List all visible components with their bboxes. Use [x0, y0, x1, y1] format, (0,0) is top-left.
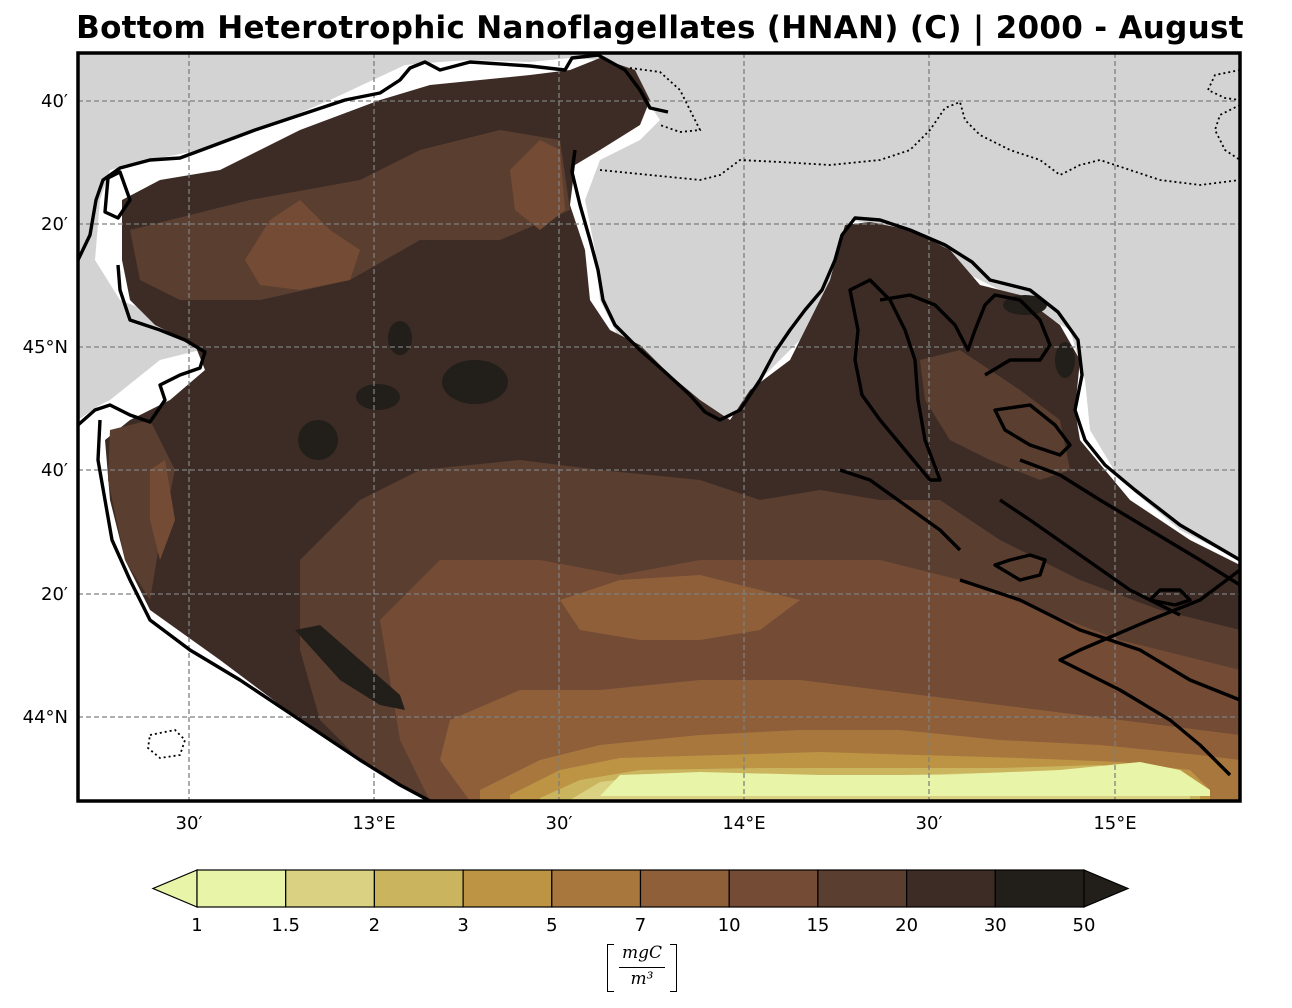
contour-30-50 — [1055, 342, 1075, 378]
lon-label: 30′ — [546, 813, 573, 834]
colorbar-tick-label: 10 — [718, 915, 741, 936]
colorbar-tick-label: 15 — [806, 915, 829, 936]
contour-30-50 — [298, 420, 338, 460]
units-denominator: m³ — [630, 969, 654, 989]
colorbar-extend-under — [151, 869, 198, 908]
colorbar-segment — [285, 869, 376, 908]
colorbar-segment — [373, 869, 464, 908]
contour-30-50 — [295, 625, 405, 710]
colorbar-segment — [462, 869, 553, 908]
lat-label: 40′ — [41, 91, 68, 112]
contour-10-15 — [150, 460, 175, 560]
colorbar-tick-label: 5 — [546, 915, 557, 936]
colorbar-tick-label: 2 — [369, 915, 380, 936]
colorbar-segment — [196, 869, 287, 908]
colorbar-segment — [817, 869, 908, 908]
colorbar-extend-over — [1083, 869, 1130, 908]
lon-label: 30′ — [176, 813, 203, 834]
contour-10-15 — [245, 200, 360, 290]
lon-label: 14°E — [722, 813, 765, 834]
gridlines — [78, 53, 1240, 801]
contour-15-20 — [130, 130, 570, 300]
latitude-labels: 40′ 20′ 45°N 40′ 20′ 44°N — [23, 91, 68, 728]
longitude-labels: 30′ 13°E 30′ 14°E 30′ 15°E — [176, 813, 1137, 834]
colorbar-units: mgC m³ — [607, 942, 677, 994]
lat-label: 20′ — [41, 584, 68, 605]
colorbar: 1 1.5 2 3 5 7 10 15 20 30 50 — [151, 869, 1130, 936]
colorbar-segment — [905, 869, 996, 908]
colorbar-segment — [551, 869, 642, 908]
lon-label: 15°E — [1093, 813, 1136, 834]
lat-label: 40′ — [41, 460, 68, 481]
colorbar-tick-label: 20 — [895, 915, 918, 936]
contour-10-15 — [510, 140, 565, 230]
contour-30-50 — [388, 321, 412, 355]
lon-label: 30′ — [916, 813, 943, 834]
colorbar-segment — [994, 869, 1085, 908]
contour-1-1.5 — [600, 762, 1210, 796]
contour-30-50 — [356, 384, 400, 410]
lat-label: 20′ — [41, 214, 68, 235]
colorbar-segment — [728, 869, 819, 908]
lon-label: 13°E — [352, 813, 395, 834]
map-title: Bottom Heterotrophic Nanoflagellates (HN… — [76, 10, 1244, 46]
lat-label: 44°N — [23, 707, 68, 728]
colorbar-tick-label: 1 — [191, 915, 202, 936]
coastline — [78, 53, 1240, 801]
map-area — [78, 53, 1240, 801]
units-numerator: mgC — [621, 943, 662, 963]
lat-label: 45°N — [23, 337, 68, 358]
colorbar-segment — [639, 869, 730, 908]
colorbar-tick-label: 30 — [984, 915, 1007, 936]
colorbar-tick-label: 1.5 — [271, 915, 300, 936]
colorbar-tick-label: 7 — [635, 915, 646, 936]
contour-7-10 — [560, 575, 800, 640]
colorbar-tick-label: 3 — [457, 915, 468, 936]
contour-30-50 — [442, 360, 508, 404]
national-border — [147, 67, 1240, 759]
colorbar-tick-label: 50 — [1073, 915, 1096, 936]
map-frame — [76, 51, 1242, 803]
